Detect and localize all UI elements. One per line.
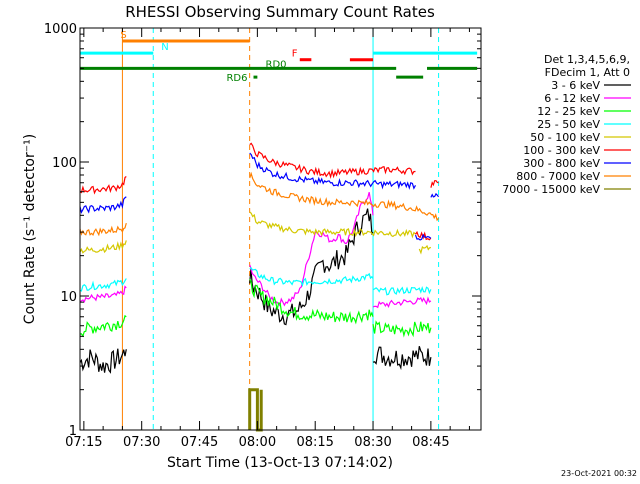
state-marker-f: F <box>292 49 374 62</box>
legend-label: 7000 - 15000 keV <box>502 183 600 196</box>
series-line <box>249 267 374 288</box>
series-line <box>79 348 127 374</box>
series-3-6-kev <box>79 208 432 374</box>
series-line <box>249 208 374 326</box>
series-12-25-kev <box>79 278 432 338</box>
series-line <box>414 233 432 241</box>
legend-item: 100 - 300 keV <box>523 144 631 157</box>
legend-item: 25 - 50 keV <box>537 118 631 131</box>
plot-area: S N F RD6 RD0 <box>79 28 478 432</box>
legend-label: 6 - 12 keV <box>544 92 600 105</box>
x-axis-label: Start Time (13-Oct-13 07:14:02) <box>167 455 393 471</box>
state-marker-n: N <box>80 42 478 55</box>
plot-timestamp: 23-Oct-2021 00:32 <box>561 469 637 478</box>
state-marker-label: RD0 <box>266 59 287 70</box>
series-line <box>79 278 127 292</box>
legend-header: Det 1,3,4,5,6,9, <box>544 53 630 66</box>
y-tick-label: 100 <box>52 156 77 171</box>
x-tick-label: 08:45 <box>412 435 449 450</box>
legend-label: 100 - 300 keV <box>523 144 600 157</box>
legend-item: 6 - 12 keV <box>544 92 631 105</box>
series-line <box>249 171 440 222</box>
series-800-7000-kev <box>79 171 440 237</box>
series-300-800-kev <box>79 152 440 241</box>
series-line <box>79 285 127 303</box>
y-tick-label: 10 <box>60 290 77 305</box>
x-tick-label: 07:45 <box>181 435 218 450</box>
series-line <box>79 176 127 195</box>
series-line <box>249 142 416 179</box>
series-line <box>418 244 432 255</box>
series-25-50-kev <box>79 267 432 296</box>
series-line <box>79 240 127 254</box>
y-axis-label: Count Rate (s⁻¹ detector⁻¹) <box>22 134 38 324</box>
x-tick-label: 08:15 <box>296 435 333 450</box>
x-tick-label: 07:15 <box>65 435 102 450</box>
axes: 1 10 100 1000 07:15 07:30 07:45 08:00 08:15 08:30… <box>22 22 482 450</box>
series-line <box>79 222 127 237</box>
series-line <box>79 314 127 338</box>
legend: Det 1,3,4,5,6,9,FDecim 1, Att 03 - 6 keV… <box>502 53 631 196</box>
legend-label: 3 - 6 keV <box>551 79 600 92</box>
series-line <box>79 196 127 214</box>
y-tick-label: 1 <box>69 424 77 439</box>
legend-label: 25 - 50 keV <box>537 118 600 131</box>
legend-header: FDecim 1, Att 0 <box>545 66 630 79</box>
plot-frame <box>79 27 482 431</box>
legend-item: 800 - 7000 keV <box>516 170 631 183</box>
legend-item: 300 - 800 keV <box>523 157 631 170</box>
series-line <box>249 211 416 239</box>
series-line <box>372 346 432 371</box>
legend-item: 12 - 25 keV <box>537 105 631 118</box>
legend-label: 50 - 100 keV <box>530 131 600 144</box>
series-line <box>372 320 432 338</box>
legend-item: 3 - 6 keV <box>551 79 631 92</box>
state-marker-label: F <box>292 49 298 60</box>
series-line <box>430 180 439 188</box>
series-line <box>430 192 440 198</box>
series-7000-15000-kev <box>248 388 263 432</box>
legend-item: 7000 - 15000 keV <box>502 183 631 196</box>
legend-label: 800 - 7000 keV <box>516 170 600 183</box>
state-marker-s: S <box>120 30 250 43</box>
series-line <box>249 152 417 190</box>
legend-item: 50 - 100 keV <box>530 131 631 144</box>
series-line <box>415 230 432 241</box>
x-tick-label: 08:30 <box>354 435 391 450</box>
state-marker-label: RD6 <box>226 73 247 84</box>
series-line <box>248 388 263 432</box>
state-marker-rd6: RD6 <box>226 73 424 84</box>
series-50-100-kev <box>79 211 432 255</box>
x-tick-label: 07:30 <box>123 435 160 450</box>
legend-label: 300 - 800 keV <box>523 157 600 170</box>
legend-label: 12 - 25 keV <box>537 105 600 118</box>
y-tick-label: 1000 <box>44 22 77 37</box>
state-marker-label: N <box>161 42 168 53</box>
series-line <box>372 296 432 309</box>
chart-title: RHESSI Observing Summary Count Rates <box>125 3 435 21</box>
state-marker-rd0: RD0 <box>80 59 478 70</box>
series-line <box>249 278 374 325</box>
x-tick-label: 08:00 <box>239 435 276 450</box>
series-line <box>372 285 432 296</box>
state-marker-label: S <box>120 30 126 41</box>
series-100-300-kev <box>79 142 439 241</box>
